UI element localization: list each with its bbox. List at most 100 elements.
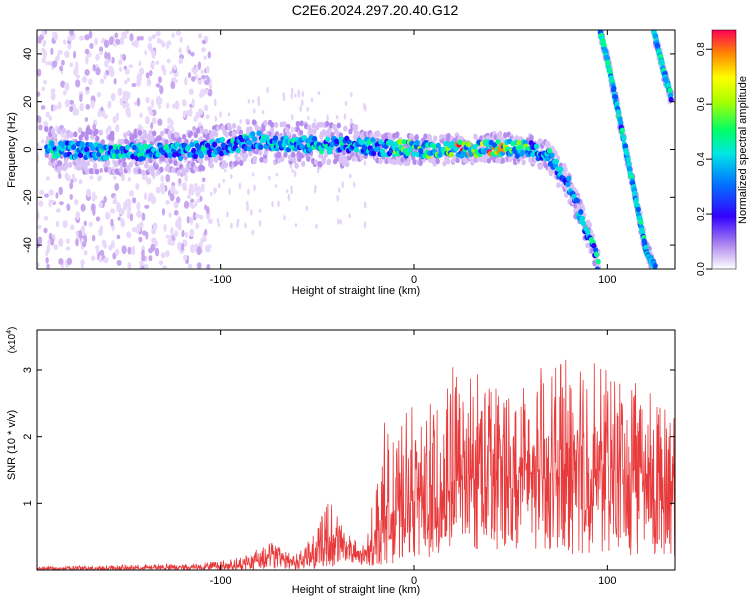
noise-dot: [208, 218, 213, 224]
noise-dot: [317, 91, 321, 96]
noise-dot: [108, 36, 114, 45]
trace-core: [495, 139, 501, 145]
noise-dot: [136, 223, 141, 233]
noise-dot: [244, 222, 247, 229]
trace-halo: [283, 151, 288, 158]
noise-dot: [178, 57, 183, 65]
noise-dot: [85, 86, 90, 91]
noise-dot: [335, 115, 339, 120]
trace-halo: [258, 149, 263, 156]
noise-dot: [224, 168, 227, 173]
noise-dot: [154, 247, 160, 257]
trace-core: [178, 155, 184, 162]
noise-dot: [158, 260, 164, 266]
noise-dot: [363, 160, 367, 167]
noise-dot: [103, 113, 108, 119]
trace-halo: [359, 154, 364, 161]
trace-core: [668, 92, 674, 99]
noise-dot: [64, 99, 70, 108]
trace-core: [632, 190, 638, 197]
trace-core: [397, 139, 403, 145]
trace-core: [414, 139, 420, 146]
colorbar: 0.0 0.2 0.4 0.6 0.8 Normalized spectral ampl…: [696, 29, 749, 276]
trace-core: [519, 149, 526, 156]
noise-dot: [107, 52, 111, 61]
noise-dot: [60, 80, 66, 88]
trace-halo: [414, 134, 419, 141]
trace-halo: [128, 161, 133, 168]
noise-dot: [57, 101, 62, 110]
noise-dot: [112, 199, 118, 205]
noise-dot: [169, 193, 175, 202]
noise-dot: [43, 227, 48, 234]
trace-core: [591, 242, 597, 249]
noise-dot: [205, 244, 210, 253]
noise-dot: [135, 182, 140, 190]
noise-dot: [151, 49, 156, 59]
noise-dot: [40, 105, 46, 110]
trace-halo: [538, 163, 543, 170]
noise-dot: [145, 72, 150, 79]
noise-dot: [112, 42, 118, 47]
noise-dot: [203, 55, 207, 60]
noise-dot: [181, 243, 185, 251]
trace-halo: [301, 160, 306, 167]
trace-core: [667, 87, 673, 94]
trace-core: [359, 139, 366, 146]
noise-dot: [217, 223, 221, 227]
noise-dot: [197, 79, 203, 85]
trace-halo: [295, 120, 301, 127]
noise-dot: [169, 70, 173, 75]
trace-halo: [209, 162, 214, 169]
noise-dot: [75, 211, 81, 220]
noise-dot: [45, 61, 49, 66]
noise-dot: [114, 183, 120, 191]
noise-dot: [95, 53, 100, 61]
noise-dot: [189, 228, 195, 237]
colorbar-label: Normalized spectral amplitude: [737, 76, 749, 224]
trace-halo: [336, 122, 341, 129]
noise-dot: [97, 175, 102, 181]
noise-dot: [282, 97, 286, 102]
noise-dot: [41, 57, 46, 64]
snr-series-line: [37, 359, 675, 570]
noise-dot: [52, 104, 58, 111]
trace-core: [198, 153, 205, 159]
noise-dot: [151, 117, 157, 125]
trace-halo: [137, 129, 143, 136]
trace-halo: [348, 128, 353, 135]
trace-core: [380, 151, 386, 158]
noise-dot: [62, 90, 67, 96]
trace-core: [192, 153, 199, 159]
noise-dot: [94, 37, 99, 46]
trace-halo: [321, 155, 327, 162]
noise-dot: [155, 186, 161, 194]
trace-core: [638, 219, 644, 226]
trace-halo: [110, 135, 115, 142]
noise-dot: [48, 189, 54, 196]
noise-dot: [98, 201, 103, 209]
noise-dot: [348, 213, 351, 219]
noise-dot: [103, 196, 107, 203]
colorbar-gradient: [711, 29, 737, 270]
noise-dot: [201, 39, 207, 45]
trace-core: [251, 136, 258, 142]
noise-dot: [91, 196, 96, 202]
snr-y-axis-label: SNR (10 * v/v): [6, 410, 18, 480]
trace-halo: [63, 163, 69, 170]
trace-core: [618, 119, 624, 126]
trace-core: [71, 144, 77, 151]
trace-halo: [546, 141, 551, 148]
noise-dot: [70, 224, 75, 231]
spectrogram-y-tick-label: 0: [22, 146, 34, 152]
trace-core: [580, 220, 587, 227]
snr-x-axis-label: Height of straight line (km): [292, 584, 420, 596]
trace-halo: [95, 135, 100, 142]
spectrogram-noise: [37, 30, 367, 269]
noise-dot: [150, 195, 156, 205]
trace-core: [136, 142, 142, 149]
noise-dot: [257, 96, 260, 104]
trace-halo: [345, 161, 350, 168]
trace-halo: [395, 131, 400, 138]
noise-dot: [88, 221, 93, 227]
